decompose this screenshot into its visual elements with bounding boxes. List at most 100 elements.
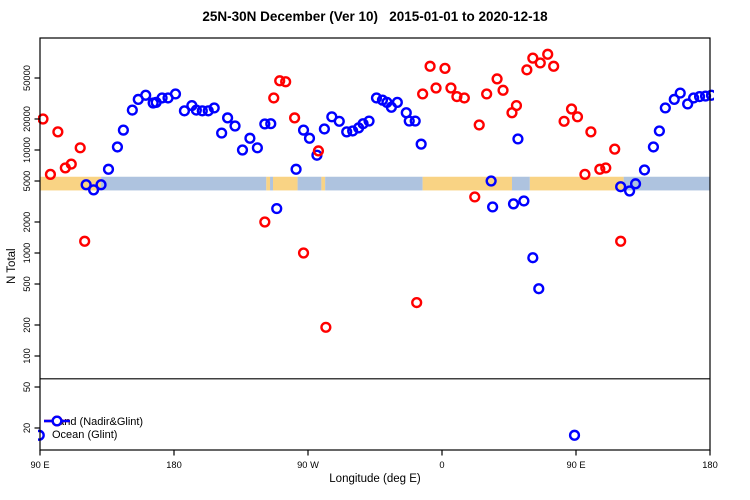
data-point-ocean <box>95 179 107 191</box>
data-point-land <box>65 158 77 170</box>
x-tick-label: 90 E <box>566 460 585 470</box>
data-point-ocean <box>693 90 706 103</box>
band-segment-ocean <box>270 176 274 191</box>
data-point-ocean <box>705 89 714 101</box>
data-point-land <box>280 76 292 88</box>
data-point-land <box>289 112 301 124</box>
chart-title: 25N-30N December (Ver 10) 2015-01-01 to … <box>202 9 548 24</box>
data-point-ocean <box>518 195 530 207</box>
data-point-ocean <box>688 92 700 104</box>
data-point-ocean <box>38 429 45 441</box>
data-point-ocean <box>236 144 249 156</box>
legend: Land (Nadir&Glint) Ocean (Glint) <box>44 415 143 441</box>
data-point-land <box>469 191 481 203</box>
data-point-ocean <box>659 102 671 114</box>
y-tick-label: 20 <box>22 423 32 433</box>
band-segment-ocean <box>101 176 267 191</box>
y-tick-label: 10000 <box>22 137 32 163</box>
y-tick-label: 50000 <box>22 65 32 91</box>
data-point-ocean <box>156 92 168 104</box>
data-point-ocean <box>178 105 191 117</box>
band-segment-land <box>422 176 512 191</box>
data-point-land <box>585 126 597 138</box>
legend-symbol-ocean-icon <box>44 415 70 427</box>
data-point-land <box>268 92 280 104</box>
data-point-ocean <box>80 179 92 191</box>
data-point-ocean <box>533 283 545 295</box>
data-point-land <box>320 321 332 333</box>
y-tick-label: 20000 <box>22 106 32 132</box>
data-point-land <box>600 162 612 174</box>
data-point-ocean <box>357 118 369 130</box>
data-point-ocean <box>290 163 302 175</box>
data-point-ocean <box>391 96 403 108</box>
x-tick-label: 90 W <box>297 460 319 470</box>
data-point-ocean <box>318 123 330 135</box>
data-point-land <box>615 235 627 247</box>
data-point-land <box>312 145 325 157</box>
data-point-ocean <box>629 178 642 190</box>
data-point-land <box>542 48 554 60</box>
y-tick-label: 1000 <box>22 243 32 264</box>
data-point-ocean <box>485 175 497 187</box>
data-point-ocean <box>259 118 271 130</box>
data-point-land <box>534 57 546 69</box>
data-point-land <box>558 115 570 127</box>
band-segment-land <box>321 176 326 191</box>
data-point-ocean <box>190 104 202 116</box>
data-point-land <box>259 216 271 228</box>
legend-label-ocean: Ocean (Glint) <box>52 428 118 441</box>
data-point-ocean <box>169 88 182 100</box>
y-tick-label: 200 <box>22 317 32 333</box>
data-point-land <box>521 64 533 76</box>
band-segment-ocean <box>623 176 710 191</box>
data-point-land <box>274 75 286 87</box>
data-point-land <box>439 62 451 74</box>
data-point-land <box>417 88 429 100</box>
data-point-ocean <box>251 142 263 154</box>
data-point-ocean <box>303 132 316 144</box>
data-point-ocean <box>638 164 651 176</box>
data-point-ocean <box>229 120 241 132</box>
data-point-ocean <box>102 163 115 175</box>
x-tick-label: 180 <box>166 460 182 470</box>
data-point-land <box>594 163 606 175</box>
data-point-ocean <box>341 126 353 138</box>
data-point-ocean <box>87 184 100 196</box>
data-point-land <box>491 73 503 85</box>
data-point-land <box>297 247 310 259</box>
data-point-ocean <box>216 127 228 139</box>
data-point-ocean <box>297 124 310 136</box>
band-segment-ocean <box>325 176 423 191</box>
data-point-land <box>579 168 591 180</box>
data-point-land <box>565 103 578 115</box>
band-segment-ocean <box>511 176 530 191</box>
data-point-ocean <box>117 124 129 136</box>
band-segment-land <box>266 176 271 191</box>
x-tick-label: 90 E <box>30 460 49 470</box>
data-point-ocean <box>140 89 152 101</box>
data-point-land <box>44 168 57 180</box>
data-point-ocean <box>507 198 520 210</box>
data-point-land <box>473 119 485 131</box>
data-point-ocean <box>196 105 208 117</box>
data-point-land <box>430 82 442 94</box>
band-segment-ocean <box>297 176 322 191</box>
data-point-ocean <box>265 118 277 130</box>
data-point-ocean <box>615 181 627 193</box>
data-point-land <box>510 99 523 112</box>
plot-border <box>39 37 711 451</box>
data-point-ocean <box>202 105 214 117</box>
data-point-ocean <box>222 112 234 124</box>
data-point-ocean <box>333 115 345 127</box>
y-axis-title: N Total <box>6 248 18 284</box>
data-point-land <box>445 82 457 94</box>
y-tick-label: 500 <box>22 276 32 292</box>
data-point-ocean <box>653 125 665 137</box>
data-point-land <box>481 88 493 100</box>
y-tick-label: 5000 <box>22 171 32 192</box>
data-point-land <box>571 111 584 123</box>
y-tick-label: 100 <box>22 348 32 364</box>
